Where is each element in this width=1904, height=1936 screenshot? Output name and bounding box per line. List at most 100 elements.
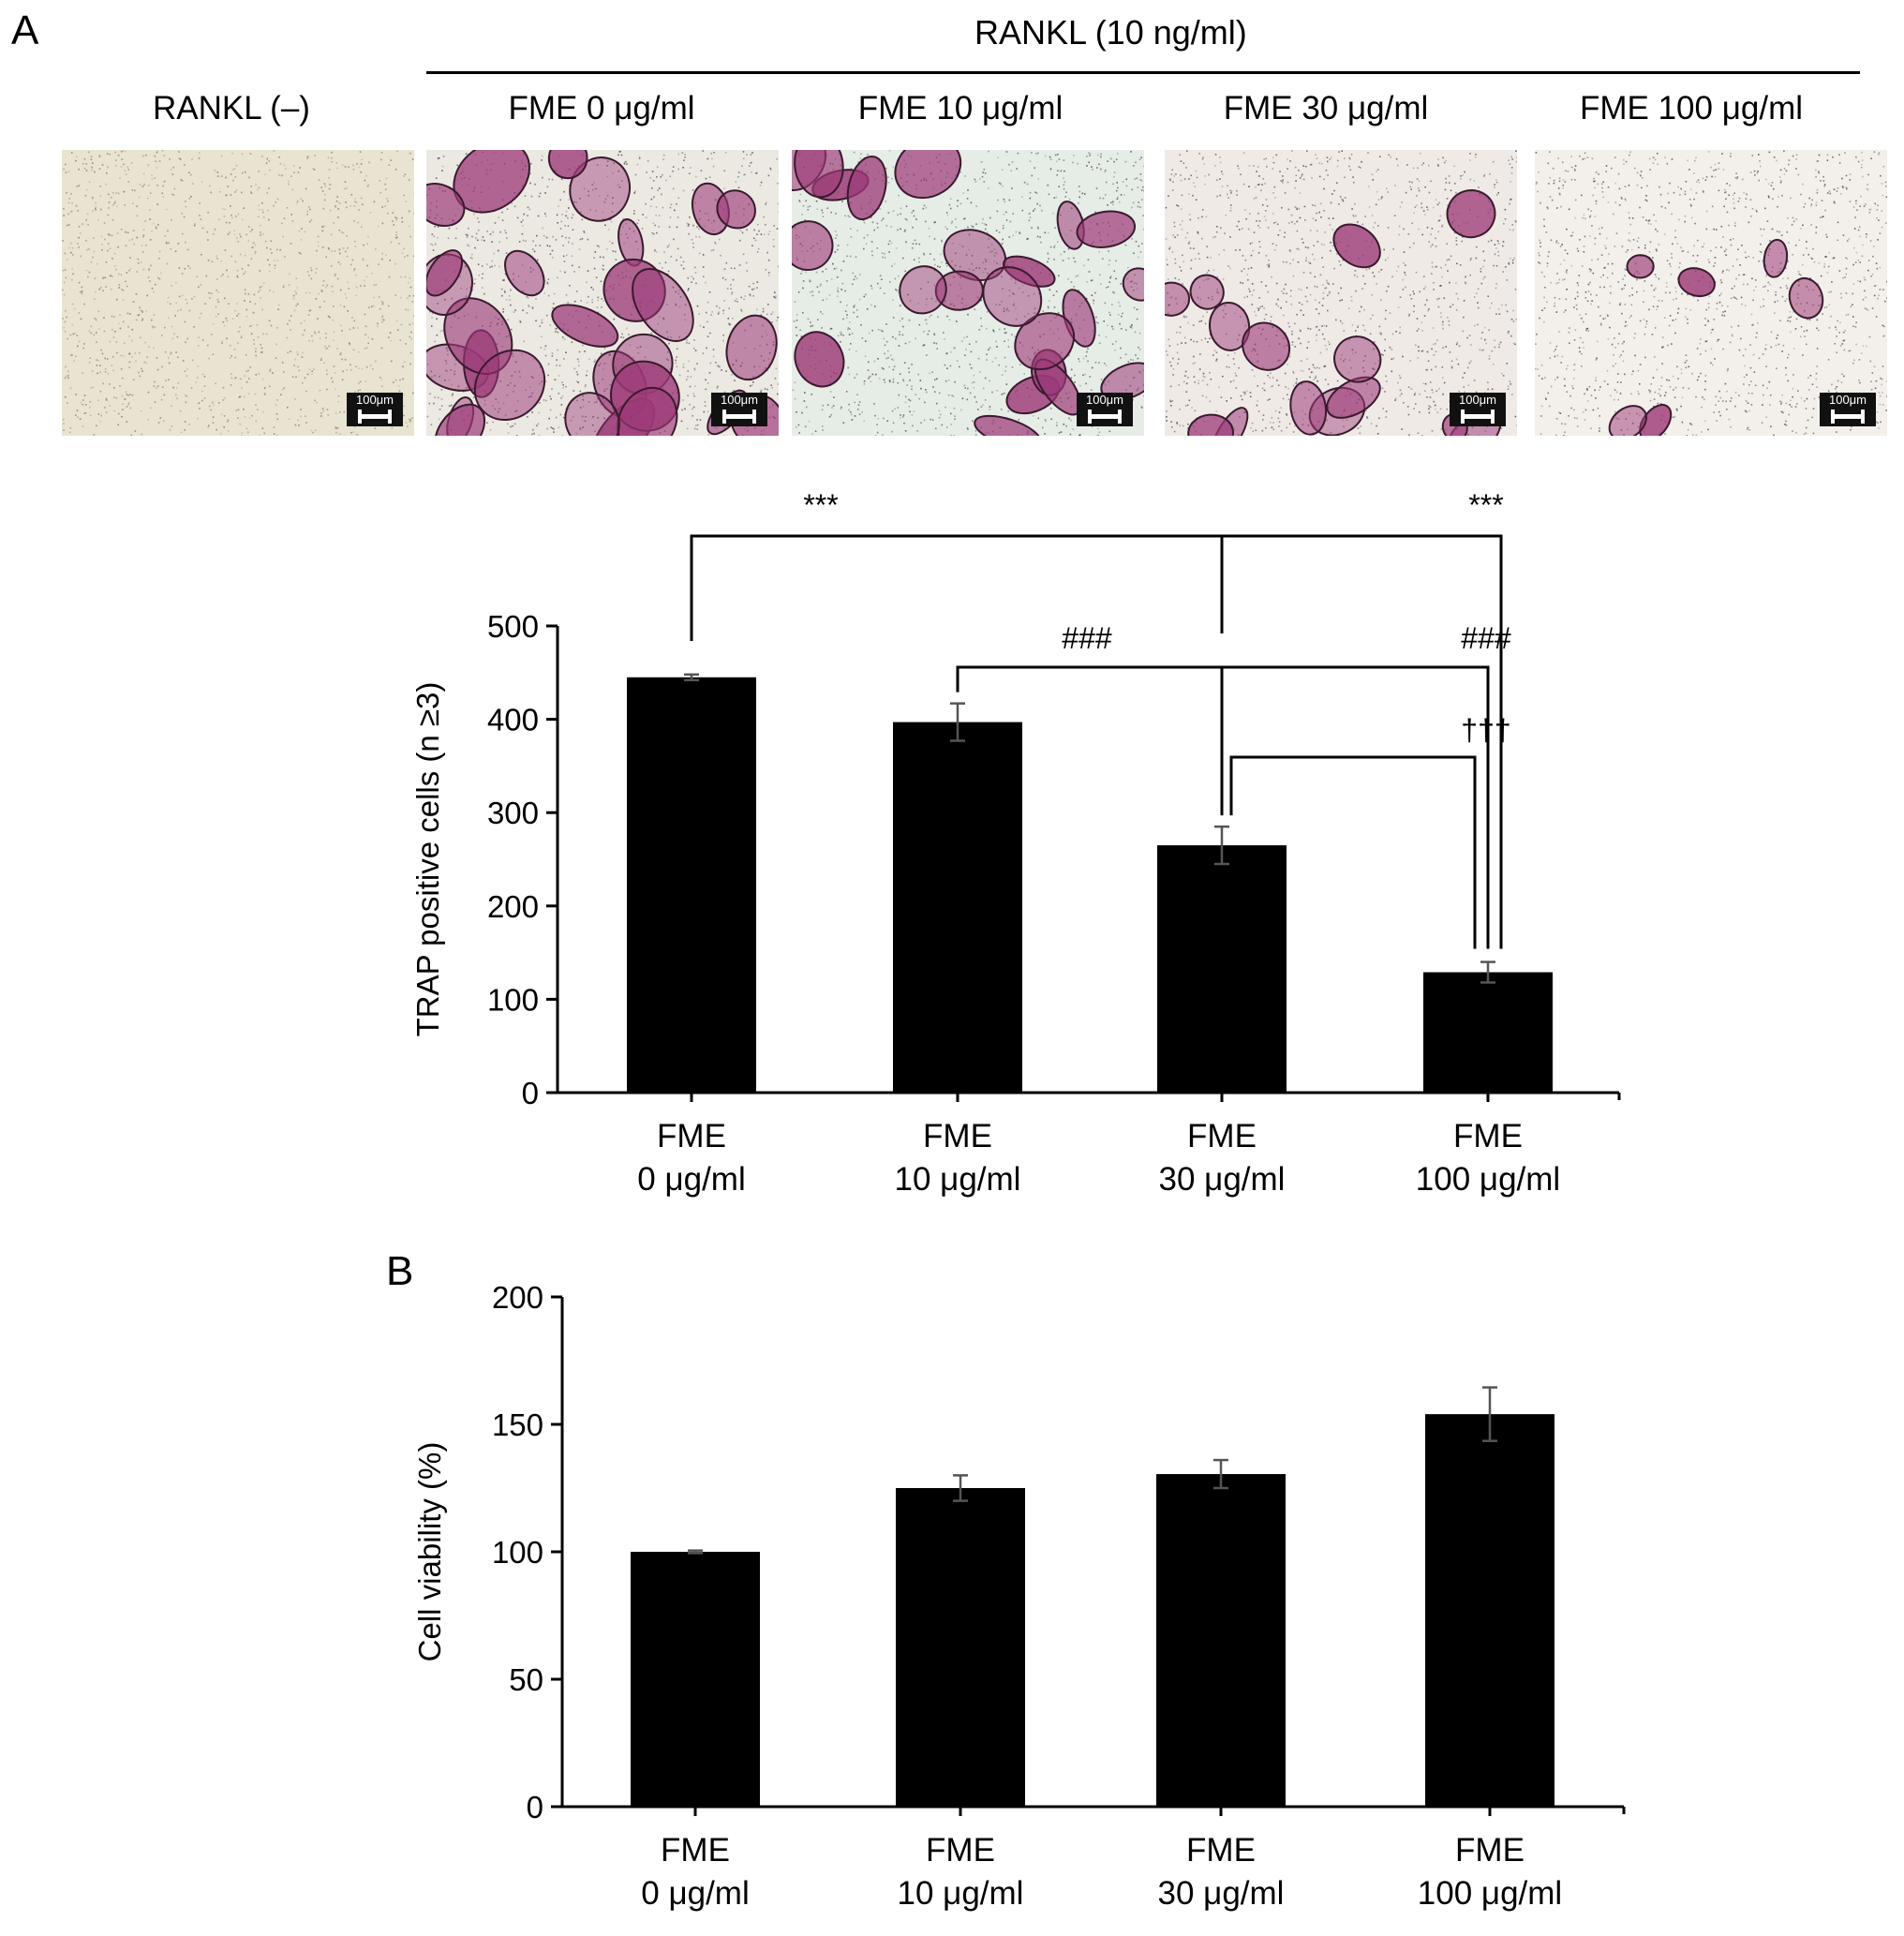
cell-speck [889, 354, 892, 357]
cell-speck [145, 245, 147, 246]
cell-speck [447, 353, 449, 356]
cell-speck [1510, 171, 1513, 174]
cell-speck [985, 224, 988, 226]
cell-speck [1182, 220, 1183, 222]
cell-speck [884, 253, 885, 255]
cell-speck [262, 333, 264, 335]
cell-speck [822, 404, 824, 407]
cell-speck [1108, 281, 1111, 283]
cell-speck [667, 335, 669, 338]
cell-speck [568, 237, 571, 239]
cell-speck [1406, 406, 1409, 408]
cell-speck [760, 391, 762, 393]
cell-speck [403, 194, 405, 197]
cell-speck [1057, 241, 1059, 243]
cell-speck [75, 159, 77, 162]
cell-speck [1421, 202, 1422, 205]
cell-speck [375, 360, 377, 363]
cell-speck [95, 359, 97, 362]
cell-speck [118, 284, 121, 286]
cell-speck [668, 342, 670, 345]
cell-speck [655, 206, 658, 208]
cell-speck [276, 418, 279, 421]
cell-speck [1425, 369, 1427, 371]
cell-speck [538, 435, 541, 436]
cell-speck [529, 172, 531, 175]
cell-speck [328, 248, 330, 250]
cell-speck [338, 230, 341, 231]
cell-speck [1298, 302, 1301, 304]
cell-speck [597, 417, 599, 419]
cell-speck [269, 270, 271, 273]
cell-speck [337, 216, 339, 218]
cell-speck [556, 214, 558, 216]
cell-speck [1341, 150, 1343, 152]
cell-speck [155, 227, 157, 230]
cell-speck [91, 370, 94, 372]
cell-speck [1313, 366, 1316, 368]
cell-speck [130, 162, 133, 164]
cell-speck [190, 196, 192, 198]
cell-speck [1091, 166, 1093, 168]
cell-speck [558, 365, 561, 366]
cell-speck [1097, 434, 1099, 436]
cell-speck [527, 206, 529, 209]
cell-speck [1097, 427, 1099, 430]
cell-speck [212, 401, 214, 404]
cell-speck [1138, 346, 1139, 349]
cell-speck [1003, 224, 1004, 227]
cell-speck [858, 274, 861, 276]
cell-speck [1100, 379, 1103, 380]
cell-speck [408, 179, 410, 181]
cell-speck [73, 360, 75, 363]
cell-speck [338, 248, 341, 251]
cell-speck [1183, 261, 1184, 263]
cell-speck [712, 165, 715, 168]
cell-speck [349, 328, 351, 331]
cell-speck [840, 331, 841, 334]
cell-speck [366, 264, 368, 267]
cell-speck [98, 168, 101, 170]
cell-speck [156, 150, 158, 153]
cell-speck [155, 226, 156, 228]
cell-speck [568, 241, 570, 244]
cell-speck [531, 433, 533, 436]
cell-speck [110, 197, 112, 199]
cell-speck [973, 387, 975, 389]
cell-speck [1291, 330, 1293, 333]
cell-speck [257, 409, 259, 411]
cell-speck [446, 350, 449, 351]
cell-speck [1475, 153, 1477, 156]
cell-speck [860, 153, 862, 156]
cell-speck [1098, 250, 1100, 253]
cell-speck [389, 260, 391, 261]
cell-speck [890, 226, 892, 228]
cell-speck [124, 204, 126, 206]
cell-speck [840, 341, 841, 343]
cell-speck [1138, 201, 1139, 203]
cell-speck [346, 296, 348, 299]
cell-speck [988, 187, 989, 189]
cell-speck [1017, 152, 1019, 155]
cell-speck [129, 394, 131, 395]
cell-speck [1437, 231, 1439, 233]
cell-speck [608, 240, 611, 243]
cell-speck [101, 244, 103, 246]
cell-speck [834, 231, 837, 232]
cell-speck [85, 188, 88, 191]
cell-speck [301, 228, 303, 230]
cell-speck [891, 177, 893, 180]
cell-speck [995, 304, 998, 305]
cell-speck [201, 373, 204, 376]
cell-speck [687, 276, 690, 279]
cell-speck [559, 228, 562, 230]
cell-speck [703, 276, 705, 277]
cell-speck [646, 171, 647, 173]
cell-speck [751, 289, 753, 290]
cell-speck [105, 261, 108, 263]
cell-speck [1481, 332, 1483, 334]
cell-speck [708, 291, 711, 293]
cell-speck [90, 332, 93, 335]
cell-speck [1473, 380, 1476, 381]
cell-speck [894, 277, 897, 280]
